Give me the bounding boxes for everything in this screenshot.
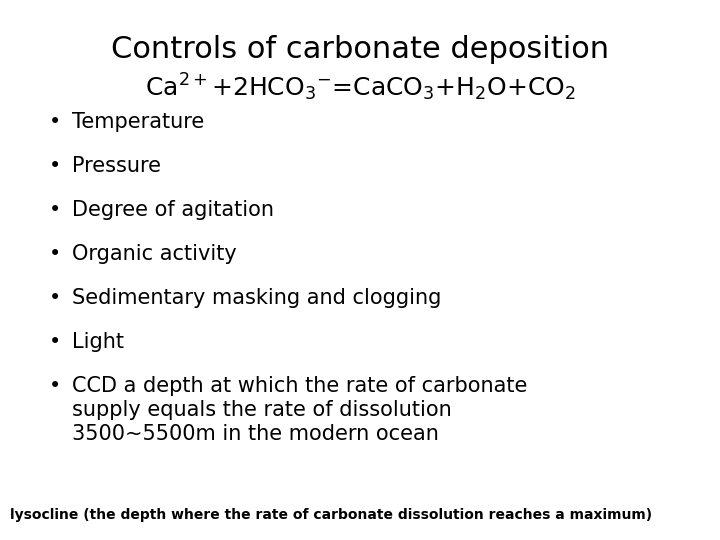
Text: Degree of agitation: Degree of agitation: [72, 200, 274, 220]
Text: •: •: [49, 112, 61, 132]
Text: Organic activity: Organic activity: [72, 244, 237, 264]
Text: •: •: [49, 156, 61, 176]
Text: Light: Light: [72, 332, 124, 352]
Text: •: •: [49, 200, 61, 220]
Text: •: •: [49, 288, 61, 308]
Text: Pressure: Pressure: [72, 156, 161, 176]
Text: lysocline (the depth where the rate of carbonate dissolution reaches a maximum): lysocline (the depth where the rate of c…: [10, 508, 652, 522]
Text: Temperature: Temperature: [72, 112, 204, 132]
Text: CCD a depth at which the rate of carbonate
supply equals the rate of dissolution: CCD a depth at which the rate of carbona…: [72, 376, 527, 444]
Text: Sedimentary masking and clogging: Sedimentary masking and clogging: [72, 288, 441, 308]
Text: Controls of carbonate deposition: Controls of carbonate deposition: [111, 35, 609, 64]
Text: •: •: [49, 244, 61, 264]
Text: •: •: [49, 332, 61, 352]
Text: •: •: [49, 376, 61, 396]
Text: Ca$^{2+}$+2HCO$_3$$^{-}$=CaCO$_3$+H$_2$O+CO$_2$: Ca$^{2+}$+2HCO$_3$$^{-}$=CaCO$_3$+H$_2$O…: [145, 72, 575, 103]
